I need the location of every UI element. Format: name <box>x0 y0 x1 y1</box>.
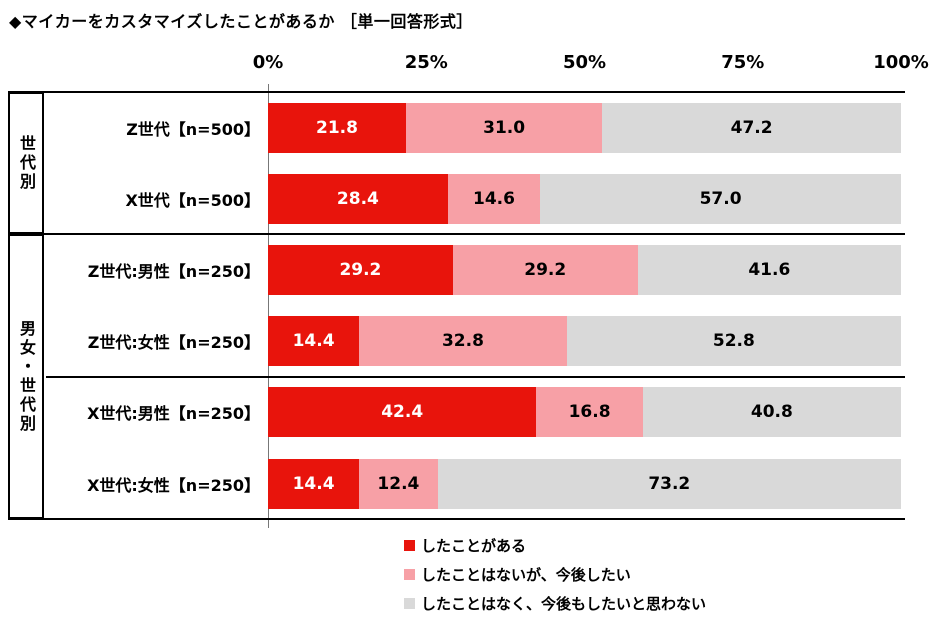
segment-value-label: 16.8 <box>568 402 611 423</box>
bar-segment: 14.4 <box>268 458 360 509</box>
segment-value-label: 73.2 <box>648 473 691 494</box>
stacked-bar: 21.8 31.0 47.2 <box>268 102 901 153</box>
separator-line <box>46 375 905 378</box>
x-tick-label: 75% <box>721 52 765 73</box>
legend-swatch-icon <box>404 598 415 609</box>
row-label: Z世代【n=500】 <box>126 119 260 139</box>
segment-value-label: 29.2 <box>339 259 382 280</box>
segment-value-label: 28.4 <box>336 188 379 209</box>
segment-value-label: 14.6 <box>472 188 515 209</box>
bar-segment: 28.4 <box>268 173 448 224</box>
legend-swatch-icon <box>404 569 415 580</box>
bar-segment: 73.2 <box>437 458 901 509</box>
stacked-bar: 42.4 16.8 40.8 <box>268 387 901 438</box>
bar-segment: 21.8 <box>268 102 406 153</box>
separator-line <box>8 518 905 521</box>
segment-value-label: 29.2 <box>524 259 567 280</box>
y-axis-line <box>268 84 269 528</box>
stacked-bar: 14.4 12.4 73.2 <box>268 458 901 509</box>
segment-value-label: 31.0 <box>483 117 526 138</box>
row-label: X世代:男性【n=250】 <box>87 404 260 424</box>
group-label: 世代別 <box>17 134 36 192</box>
group-box: 男女・世代別 <box>8 234 44 520</box>
segment-value-label: 57.0 <box>699 188 742 209</box>
bar-segment: 42.4 <box>268 387 537 438</box>
legend-item: したことはないが、今後したい <box>404 560 706 589</box>
row-label: X世代【n=500】 <box>125 190 260 210</box>
segment-value-label: 12.4 <box>377 473 420 494</box>
separator-line <box>8 91 905 93</box>
segment-value-label: 14.4 <box>292 331 335 352</box>
separator-line <box>8 233 905 236</box>
chart-legend: したことがあるしたことはないが、今後したいしたことはなく、今後もしたいと思わない <box>404 531 706 618</box>
bar-segment: 47.2 <box>602 102 901 153</box>
row-label: Z世代:女性【n=250】 <box>87 333 260 353</box>
segment-value-label: 40.8 <box>750 402 793 423</box>
legend-item: したことはなく、今後もしたいと思わない <box>404 589 706 618</box>
bar-segment: 29.2 <box>268 244 453 295</box>
bar-row: Z世代:女性【n=250】 14.4 32.8 52.8 <box>0 306 940 377</box>
x-tick-label: 25% <box>404 52 448 73</box>
legend-label: したことがある <box>421 537 527 555</box>
bar-row: X世代【n=500】 28.4 14.6 57.0 <box>0 163 940 234</box>
legend-swatch-icon <box>404 540 415 551</box>
row-label: Z世代:男性【n=250】 <box>87 261 260 281</box>
x-tick-label: 0% <box>252 52 284 73</box>
x-axis-tick-labels: 0% 25% 50% 75% 100% <box>0 52 940 78</box>
legend-label: したことはなく、今後もしたいと思わない <box>421 595 707 613</box>
group-box: 世代別 <box>8 92 44 235</box>
x-tick-label: 100% <box>873 52 929 73</box>
stacked-bar: 29.2 29.2 41.6 <box>268 244 901 295</box>
bar-segment: 32.8 <box>359 316 567 367</box>
group-label: 男女・世代別 <box>17 319 36 434</box>
stacked-bar: 14.4 32.8 52.8 <box>268 316 901 367</box>
bar-segment: 41.6 <box>637 244 901 295</box>
bar-segment: 29.2 <box>452 244 638 295</box>
bar-segment: 16.8 <box>536 387 643 438</box>
legend-label: したことはないが、今後したい <box>421 566 631 584</box>
bar-segment: 14.4 <box>268 316 360 367</box>
bar-row: Z世代【n=500】 21.8 31.0 47.2 <box>0 92 940 163</box>
bar-segment: 12.4 <box>359 458 438 509</box>
segment-value-label: 14.4 <box>292 473 335 494</box>
bar-row: X世代:男性【n=250】 42.4 16.8 40.8 <box>0 377 940 448</box>
bar-row: X世代:女性【n=250】 14.4 12.4 73.2 <box>0 448 940 519</box>
segment-value-label: 47.2 <box>730 117 773 138</box>
x-tick-label: 50% <box>562 52 607 73</box>
segment-value-label: 41.6 <box>748 259 791 280</box>
segment-value-label: 21.8 <box>316 117 358 138</box>
bar-segment: 40.8 <box>642 387 901 438</box>
bar-segment: 57.0 <box>540 173 901 224</box>
bar-segment: 14.6 <box>447 173 541 224</box>
row-label: X世代:女性【n=250】 <box>87 475 260 495</box>
segment-value-label: 32.8 <box>441 331 484 352</box>
segment-value-label: 42.4 <box>381 402 424 423</box>
bar-segment: 31.0 <box>405 102 603 153</box>
bar-row: Z世代:男性【n=250】 29.2 29.2 41.6 <box>0 234 940 305</box>
stacked-bar: 28.4 14.6 57.0 <box>268 173 901 224</box>
legend-item: したことがある <box>404 531 706 560</box>
segment-value-label: 52.8 <box>712 331 755 352</box>
chart-title: ◆マイカーをカスタマイズしたことがあるか ［単一回答形式］ <box>9 12 473 31</box>
bar-segment: 52.8 <box>566 316 901 367</box>
